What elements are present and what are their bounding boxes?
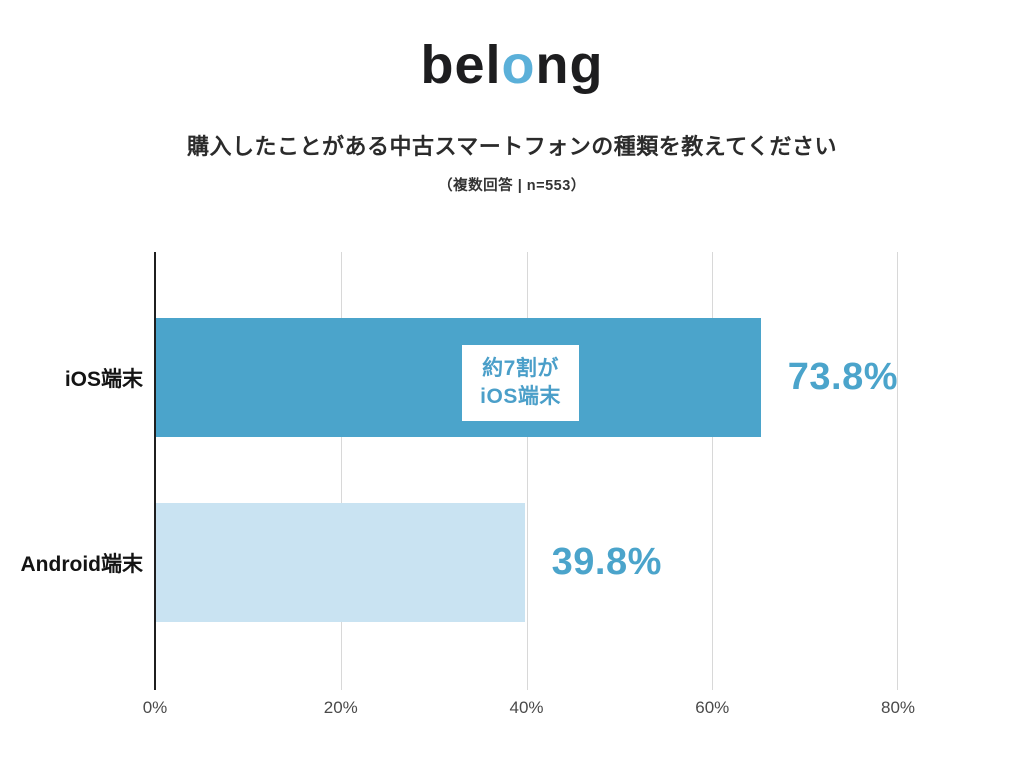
logo-text-right: ng [535, 35, 604, 95]
bar-row-android: 39.8% [155, 503, 898, 622]
x-tick-0: 0% [142, 698, 168, 717]
annotation-line1: 約7割が [482, 356, 559, 380]
plot-area: iOS端末 Android端末 73.8% 39.8% 約7割が iOS端末 0… [21, 252, 915, 717]
chart-title: 購入したことがある中古スマートフォンの種類を教えてください [186, 134, 838, 160]
annotation-box: 約7割が iOS端末 [462, 345, 579, 421]
bar-row-ios: 73.8% [155, 318, 898, 437]
gridline-20 [340, 252, 342, 690]
value-label-ios: 73.8% [787, 356, 898, 398]
x-axis: 0% 20% 40% 60% 80% [143, 690, 915, 720]
y-axis-line [154, 252, 156, 690]
bar-chart: iOS端末 Android端末 73.8% 39.8% 約7割が iOS端末 0… [21, 252, 915, 717]
category-label-android: Android端末 [20, 552, 143, 576]
bar-ios [155, 318, 761, 437]
bar-android [155, 503, 525, 622]
category-label-ios: iOS端末 [64, 367, 143, 391]
x-tick-20: 20% [323, 698, 358, 717]
value-label-android: 39.8% [551, 541, 662, 583]
x-tick-60: 60% [695, 698, 730, 717]
logo-text-left: bel [420, 35, 502, 95]
annotation-line2: iOS端末 [480, 385, 561, 408]
x-tick-40: 40% [509, 698, 544, 717]
gridline-60 [712, 252, 714, 690]
gridline-80 [897, 252, 898, 690]
logo-accent-o: o [501, 35, 536, 95]
x-tick-80: 80% [880, 698, 916, 717]
gridline-40 [526, 252, 528, 690]
chart-subtitle: （複数回答 | n=553） [438, 178, 586, 195]
belong-logo: belong [0, 0, 1024, 95]
header: belong 購入したことがある中古スマートフォンの種類を教えてください （複数… [0, 0, 1024, 195]
